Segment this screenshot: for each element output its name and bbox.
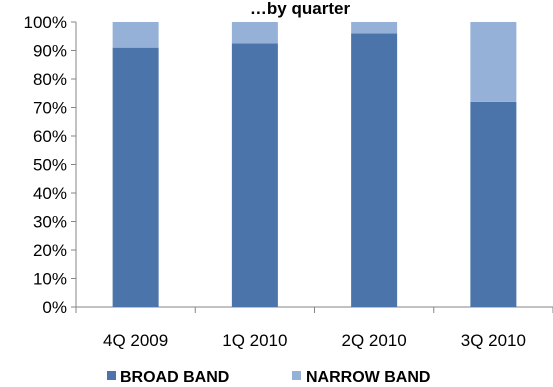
bar-narrow-band xyxy=(470,22,517,102)
y-tick-label: 20% xyxy=(33,241,67,260)
bar-narrow-band xyxy=(112,22,159,48)
y-tick-label: 90% xyxy=(33,42,67,61)
legend-label-broad-band: BROAD BAND xyxy=(120,369,229,386)
legend-label-narrow-band: NARROW BAND xyxy=(306,369,430,386)
y-tick-label: 60% xyxy=(33,127,67,146)
y-tick-label: 0% xyxy=(42,298,67,317)
bar-broad-band xyxy=(470,101,517,307)
plot-area: 0% 10% 20% 30% 40% 50% 60% 70% 80% 90% 100% 4Q 2009… xyxy=(24,13,553,350)
bar-narrow-band xyxy=(351,22,398,34)
bar-narrow-band xyxy=(231,22,278,44)
y-tick-label: 80% xyxy=(33,70,67,89)
y-tick-label: 50% xyxy=(33,156,67,175)
legend-swatch-narrow-band xyxy=(292,371,301,380)
y-tick-label: 30% xyxy=(33,213,67,232)
legend-swatch-broad-band xyxy=(107,371,116,380)
y-tick-label: 100% xyxy=(24,13,67,32)
x-tick-label: 3Q 2010 xyxy=(461,331,526,350)
y-tick-label: 10% xyxy=(33,270,67,289)
bar-broad-band xyxy=(231,43,278,307)
x-tick-label: 2Q 2010 xyxy=(342,331,407,350)
bar-broad-band xyxy=(112,47,159,308)
y-tick-label: 40% xyxy=(33,184,67,203)
y-tick-label: 70% xyxy=(33,99,67,118)
chart-title: …by quarter xyxy=(250,0,351,18)
legend: BROAD BAND NARROW BAND xyxy=(107,369,430,386)
bar-broad-band xyxy=(351,33,398,308)
x-tick-label: 4Q 2009 xyxy=(103,331,168,350)
x-tick-label: 1Q 2010 xyxy=(222,331,287,350)
